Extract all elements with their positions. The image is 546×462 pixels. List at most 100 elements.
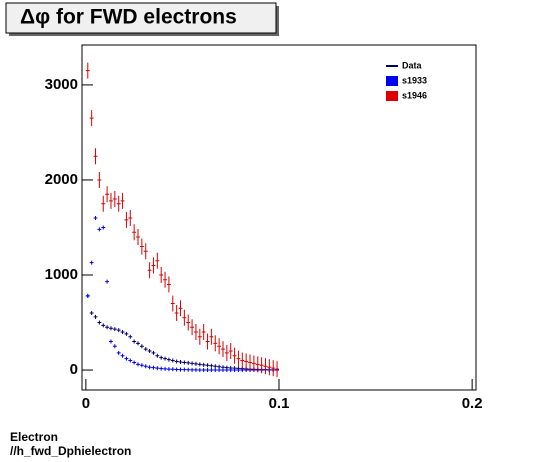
data-point: [116, 195, 121, 212]
data-point: [236, 350, 241, 367]
data-point: [170, 295, 175, 312]
data-point: [120, 330, 125, 335]
data-point: [178, 359, 183, 364]
data-point: [116, 328, 121, 333]
data-point: [120, 353, 125, 358]
data-point: [224, 368, 229, 373]
data-point: [139, 344, 144, 349]
data-point: [182, 367, 187, 372]
data-point: [105, 279, 110, 284]
data-point: [263, 358, 268, 375]
data-point: [85, 293, 90, 298]
data-point: [143, 347, 148, 352]
data-point: [186, 314, 191, 331]
footer-text: Electron: [10, 430, 58, 444]
data-point: [93, 215, 98, 220]
data-point: [163, 366, 167, 371]
data-point: [155, 252, 160, 269]
data-point: [143, 243, 148, 260]
data-point: [132, 360, 137, 365]
data-point: [240, 352, 245, 369]
data-point: [159, 366, 164, 371]
x-tick-label: 0: [82, 395, 90, 412]
data-point: [190, 367, 195, 372]
data-point: [124, 331, 129, 336]
legend-swatch: [386, 91, 398, 101]
data-point: [120, 192, 125, 209]
y-tick-label: 2000: [45, 171, 78, 188]
data-point: [186, 360, 191, 365]
data-point: [228, 343, 233, 360]
data-point: [163, 271, 167, 288]
data-point: [213, 364, 218, 369]
data-point: [178, 300, 183, 317]
data-point: [240, 368, 245, 373]
data-point: [97, 320, 102, 325]
data-point: [132, 339, 137, 344]
data-point: [128, 358, 133, 363]
data-point: [155, 366, 160, 371]
data-point: [101, 225, 106, 230]
data-point: [251, 355, 256, 372]
data-point: [128, 209, 133, 226]
data-point: [166, 357, 171, 362]
data-point: [201, 324, 206, 341]
data-point: [194, 361, 198, 366]
data-point: [124, 211, 129, 228]
data-point: [151, 350, 156, 355]
data-point: [205, 333, 210, 350]
data-point: [209, 328, 214, 345]
data-point: [221, 368, 225, 373]
data-point: [213, 335, 218, 352]
x-tick-label: 0.1: [269, 395, 290, 412]
data-point: [205, 367, 210, 372]
data-point: [194, 367, 198, 372]
data-point: [136, 362, 140, 367]
data-point: [174, 367, 179, 372]
data-point: [166, 367, 171, 372]
data-point: [271, 360, 276, 377]
data-point: [124, 356, 129, 361]
data-point: [89, 260, 94, 265]
data-point: [93, 314, 98, 319]
data-point: [221, 341, 225, 358]
data-point: [101, 195, 106, 212]
data-point: [194, 324, 198, 341]
data-point: [105, 186, 110, 203]
data-point: [205, 363, 210, 368]
data-point: [85, 62, 90, 79]
data-point: [174, 359, 179, 364]
data-point: [139, 238, 144, 255]
y-tick-label: 3000: [45, 76, 78, 93]
data-point: [147, 365, 152, 370]
data-point: [224, 344, 229, 361]
data-point: [132, 224, 137, 241]
data-point: [89, 311, 94, 316]
data-point: [155, 353, 160, 358]
data-point: [109, 326, 113, 331]
data-point: [163, 356, 167, 361]
data-point: [147, 349, 152, 354]
data-point: [136, 228, 140, 245]
data-point: [109, 192, 113, 209]
data-point: [147, 262, 152, 279]
data-point: [136, 341, 140, 346]
y-tick-label: 1000: [45, 266, 78, 283]
data-point: [201, 362, 206, 367]
footer-text: //h_fwd_Dphielectron: [10, 444, 131, 458]
data-point: [174, 305, 179, 322]
data-point: [236, 368, 241, 373]
data-point: [139, 363, 144, 368]
data-point: [93, 148, 98, 165]
data-point: [228, 368, 233, 373]
data-point: [170, 358, 175, 363]
data-point: [190, 319, 195, 336]
data-point: [166, 276, 171, 293]
data-point: [97, 227, 102, 232]
data-point: [267, 359, 272, 376]
data-point: [217, 338, 222, 355]
chart-title: Δφ for FWD electrons: [20, 6, 237, 29]
data-point: [170, 367, 175, 372]
data-point: [197, 367, 202, 372]
